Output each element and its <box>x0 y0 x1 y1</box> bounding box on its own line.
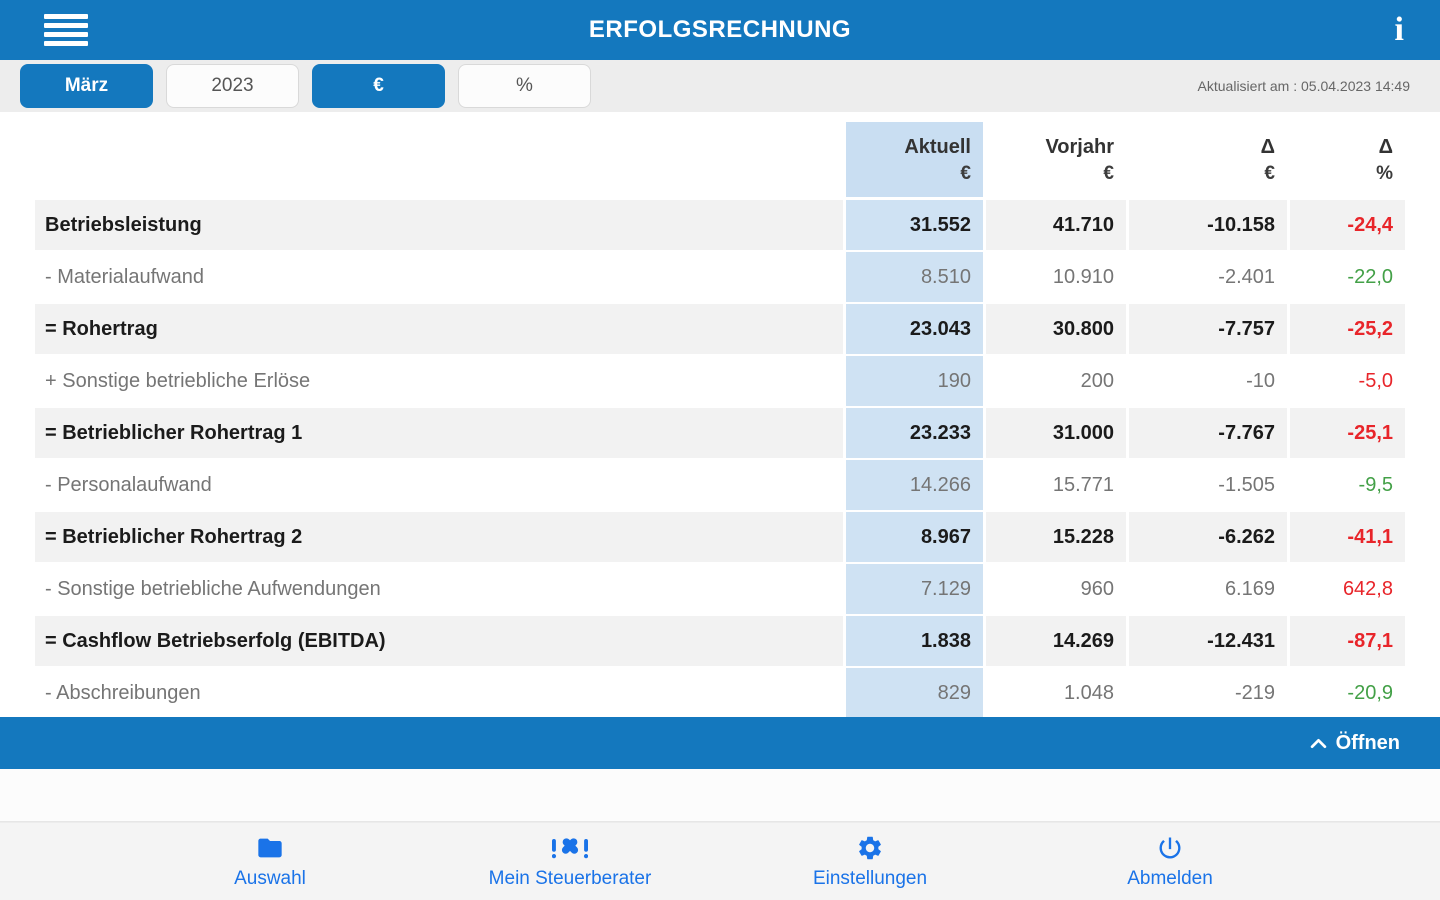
menu-button[interactable] <box>40 10 92 50</box>
filter-percent-button[interactable]: % <box>458 64 591 108</box>
row-label: = Cashflow Betriebserfolg (EBITDA) <box>35 616 843 666</box>
delta-percent-value: -25,2 <box>1290 304 1405 354</box>
aktuell-value: 23.233 <box>846 408 983 458</box>
filter-currency-button[interactable]: € <box>312 64 445 108</box>
delta-value: -2.401 <box>1129 252 1287 302</box>
table-row: + Sonstige betriebliche Erlöse 190 200 -… <box>35 356 1405 406</box>
column-header-label <box>35 122 843 197</box>
table-row: - Abschreibungen 829 1.048 -219 -20,9 <box>35 668 1405 717</box>
delta-percent-value: -5,0 <box>1290 356 1405 406</box>
aktuell-value: 7.129 <box>846 564 983 614</box>
delta-percent-value: -25,1 <box>1290 408 1405 458</box>
table-row: = Betrieblicher Rohertrag 2 8.967 15.228… <box>35 512 1405 562</box>
nav-item-mein-steuerberater[interactable]: Mein Steuerberater <box>420 823 720 900</box>
aktuell-value: 8.510 <box>846 252 983 302</box>
delta-value: -7.757 <box>1129 304 1287 354</box>
delta-value: -6.262 <box>1129 512 1287 562</box>
open-label: Öffnen <box>1335 731 1400 754</box>
filter-month-button[interactable]: März <box>20 64 153 108</box>
filter-bar: März 2023 € % Aktualisiert am : 05.04.20… <box>0 60 1440 112</box>
vorjahr-value: 200 <box>986 356 1126 406</box>
delta-percent-value: -87,1 <box>1290 616 1405 666</box>
aktuell-value: 23.043 <box>846 304 983 354</box>
row-label: - Abschreibungen <box>35 668 843 717</box>
chevron-up-icon <box>1310 738 1327 749</box>
table-row: Betriebsleistung 31.552 41.710 -10.158 -… <box>35 200 1405 250</box>
info-icon: i <box>1394 11 1404 48</box>
row-label: = Betrieblicher Rohertrag 2 <box>35 512 843 562</box>
delta-value: -10.158 <box>1129 200 1287 250</box>
info-button[interactable]: i <box>1389 13 1410 47</box>
aktuell-value: 190 <box>846 356 983 406</box>
app-header: ERFOLGSRECHNUNG i <box>0 0 1440 60</box>
drawer-spacer <box>0 769 1440 822</box>
row-label: = Rohertrag <box>35 304 843 354</box>
table-row: = Betrieblicher Rohertrag 1 23.233 31.00… <box>35 408 1405 458</box>
nav-item-abmelden[interactable]: Abmelden <box>1020 823 1320 900</box>
updated-at-label: Aktualisiert am : 05.04.2023 14:49 <box>1197 78 1410 94</box>
row-label: = Betrieblicher Rohertrag 1 <box>35 408 843 458</box>
delta-value: -12.431 <box>1129 616 1287 666</box>
vorjahr-value: 1.048 <box>986 668 1126 717</box>
column-header-aktuell: Aktuell € <box>846 122 983 197</box>
vorjahr-value: 41.710 <box>986 200 1126 250</box>
table-row: = Cashflow Betriebserfolg (EBITDA) 1.838… <box>35 616 1405 666</box>
delta-percent-value: 642,8 <box>1290 564 1405 614</box>
vorjahr-value: 10.910 <box>986 252 1126 302</box>
row-label: - Materialaufwand <box>35 252 843 302</box>
income-statement-table: Aktuell € Vorjahr € Δ € Δ % Betriebsleis… <box>35 122 1405 717</box>
row-label: + Sonstige betriebliche Erlöse <box>35 356 843 406</box>
vorjahr-value: 30.800 <box>986 304 1126 354</box>
row-label: Betriebsleistung <box>35 200 843 250</box>
open-drawer-button[interactable]: Öffnen <box>0 717 1440 769</box>
table-row: - Sonstige betriebliche Aufwendungen 7.1… <box>35 564 1405 614</box>
column-header-delta-pct: Δ % <box>1376 135 1393 184</box>
row-label: - Personalaufwand <box>35 460 843 510</box>
delta-percent-value: -24,4 <box>1290 200 1405 250</box>
vorjahr-value: 31.000 <box>986 408 1126 458</box>
hamburger-icon <box>44 14 88 19</box>
vorjahr-value: 15.771 <box>986 460 1126 510</box>
delta-percent-value: -20,9 <box>1290 668 1405 717</box>
filter-year-button[interactable]: 2023 <box>166 64 299 108</box>
vorjahr-value: 960 <box>986 564 1126 614</box>
folder-icon <box>254 833 286 863</box>
bottom-nav: Auswahl Mein Steuerberater Einstellungen <box>0 822 1440 900</box>
aktuell-value: 31.552 <box>846 200 983 250</box>
vorjahr-value: 14.269 <box>986 616 1126 666</box>
vorjahr-value: 15.228 <box>986 512 1126 562</box>
table-row: - Personalaufwand 14.266 15.771 -1.505 -… <box>35 460 1405 510</box>
aktuell-value: 8.967 <box>846 512 983 562</box>
nav-item-einstellungen[interactable]: Einstellungen <box>720 823 1020 900</box>
delta-percent-value: -9,5 <box>1290 460 1405 510</box>
aktuell-value: 14.266 <box>846 460 983 510</box>
aktuell-value: 829 <box>846 668 983 717</box>
handshake-icon <box>552 833 588 863</box>
delta-percent-value: -22,0 <box>1290 252 1405 302</box>
table-header-row: Aktuell € Vorjahr € Δ € Δ % <box>35 122 1405 197</box>
delta-value: -219 <box>1129 668 1287 717</box>
delta-value: -7.767 <box>1129 408 1287 458</box>
delta-percent-value: -41,1 <box>1290 512 1405 562</box>
nav-item-auswahl[interactable]: Auswahl <box>120 823 420 900</box>
power-icon <box>1155 833 1185 863</box>
page-title: ERFOLGSRECHNUNG <box>588 16 852 43</box>
table-body: Betriebsleistung 31.552 41.710 -10.158 -… <box>35 200 1405 717</box>
table-row: - Materialaufwand 8.510 10.910 -2.401 -2… <box>35 252 1405 302</box>
aktuell-value: 1.838 <box>846 616 983 666</box>
delta-value: -10 <box>1129 356 1287 406</box>
delta-value: 6.169 <box>1129 564 1287 614</box>
row-label: - Sonstige betriebliche Aufwendungen <box>35 564 843 614</box>
gear-icon <box>855 833 885 863</box>
column-header-delta-eur: Δ € <box>1260 135 1275 184</box>
column-header-vorjahr: Vorjahr € <box>1045 135 1114 184</box>
delta-value: -1.505 <box>1129 460 1287 510</box>
table-row: = Rohertrag 23.043 30.800 -7.757 -25,2 <box>35 304 1405 354</box>
